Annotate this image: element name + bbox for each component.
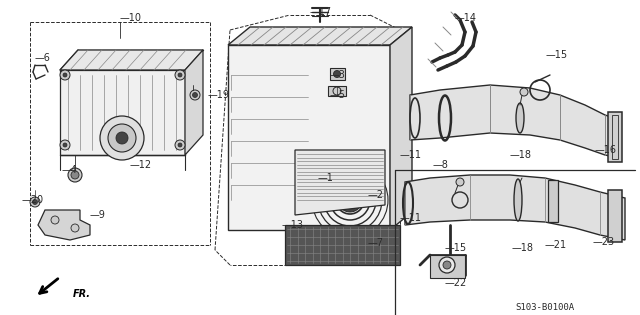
Text: —13: —13 bbox=[282, 220, 304, 230]
Text: S103-B0100A: S103-B0100A bbox=[515, 303, 575, 312]
Polygon shape bbox=[410, 85, 620, 158]
Circle shape bbox=[175, 140, 185, 150]
Polygon shape bbox=[185, 50, 203, 155]
Circle shape bbox=[60, 140, 70, 150]
Text: —2: —2 bbox=[368, 190, 384, 200]
Polygon shape bbox=[228, 27, 412, 45]
Polygon shape bbox=[608, 112, 622, 162]
Circle shape bbox=[178, 73, 182, 77]
Text: —20: —20 bbox=[22, 195, 44, 205]
Text: —1: —1 bbox=[318, 173, 334, 183]
Polygon shape bbox=[295, 150, 385, 215]
Circle shape bbox=[33, 199, 38, 204]
Text: —18: —18 bbox=[510, 150, 532, 160]
Text: —3: —3 bbox=[330, 70, 346, 80]
Circle shape bbox=[100, 116, 144, 160]
Ellipse shape bbox=[516, 103, 524, 133]
Text: —11: —11 bbox=[400, 150, 422, 160]
Circle shape bbox=[30, 197, 40, 207]
Text: —17: —17 bbox=[310, 7, 332, 17]
Circle shape bbox=[63, 73, 67, 77]
Text: —22: —22 bbox=[445, 278, 467, 288]
Circle shape bbox=[116, 132, 128, 144]
Circle shape bbox=[443, 261, 451, 269]
Polygon shape bbox=[405, 175, 625, 240]
Polygon shape bbox=[330, 68, 345, 80]
Circle shape bbox=[178, 143, 182, 147]
Circle shape bbox=[63, 143, 67, 147]
Circle shape bbox=[68, 168, 82, 182]
Ellipse shape bbox=[514, 179, 522, 221]
Circle shape bbox=[190, 90, 200, 100]
Polygon shape bbox=[328, 86, 346, 96]
Text: —8: —8 bbox=[433, 160, 449, 170]
Polygon shape bbox=[60, 50, 203, 70]
Polygon shape bbox=[430, 255, 465, 278]
Circle shape bbox=[71, 224, 79, 232]
Text: —5: —5 bbox=[330, 90, 346, 100]
Polygon shape bbox=[38, 210, 90, 240]
Text: —11: —11 bbox=[400, 213, 422, 223]
Text: —16: —16 bbox=[595, 145, 617, 155]
Circle shape bbox=[51, 216, 59, 224]
Text: —14: —14 bbox=[455, 13, 477, 23]
Text: —19: —19 bbox=[208, 90, 230, 100]
Polygon shape bbox=[548, 180, 558, 222]
Circle shape bbox=[333, 71, 340, 77]
Text: —10: —10 bbox=[120, 13, 142, 23]
Circle shape bbox=[520, 88, 528, 96]
Polygon shape bbox=[390, 27, 412, 230]
Circle shape bbox=[338, 188, 362, 212]
Text: —9: —9 bbox=[90, 210, 106, 220]
Text: —21: —21 bbox=[545, 240, 567, 250]
Text: —6: —6 bbox=[35, 53, 51, 63]
Polygon shape bbox=[228, 45, 390, 230]
Text: —15: —15 bbox=[546, 50, 568, 60]
Circle shape bbox=[108, 124, 136, 152]
Circle shape bbox=[456, 178, 464, 186]
Text: —7: —7 bbox=[368, 238, 384, 248]
Text: —4: —4 bbox=[62, 165, 78, 175]
Polygon shape bbox=[285, 225, 400, 265]
Text: —18: —18 bbox=[512, 243, 534, 253]
Circle shape bbox=[193, 93, 198, 98]
Circle shape bbox=[71, 171, 79, 179]
Polygon shape bbox=[608, 190, 622, 242]
Text: —12: —12 bbox=[130, 160, 152, 170]
Circle shape bbox=[60, 70, 70, 80]
Text: —15: —15 bbox=[445, 243, 467, 253]
Circle shape bbox=[439, 257, 455, 273]
Text: —23: —23 bbox=[593, 237, 615, 247]
Circle shape bbox=[175, 70, 185, 80]
Polygon shape bbox=[60, 70, 185, 155]
Text: FR.: FR. bbox=[73, 289, 91, 299]
